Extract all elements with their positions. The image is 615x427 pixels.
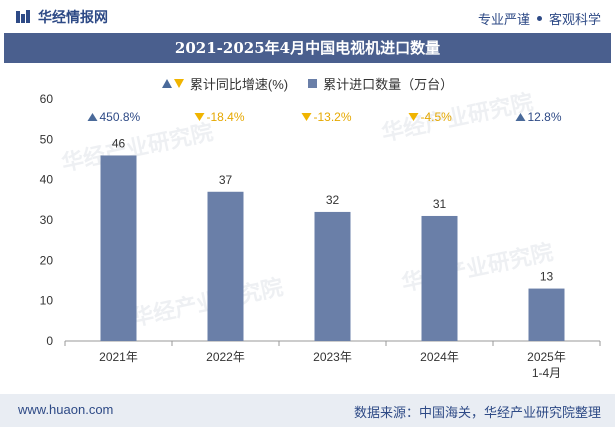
bar-value-label: 46 bbox=[112, 136, 126, 150]
growth-label: 12.8% bbox=[528, 110, 562, 124]
bar bbox=[100, 155, 137, 341]
slogan-dot-icon bbox=[536, 16, 542, 21]
top-bar: 华经情报网 专业严谨 客观科学 bbox=[0, 0, 615, 33]
y-tick-label: 0 bbox=[46, 334, 53, 348]
legend: 累计同比增速(%) 累计进口数量（万台） bbox=[0, 73, 615, 93]
legend-bar-swatch bbox=[308, 78, 318, 88]
triangle-up-icon bbox=[161, 78, 172, 88]
x-tick-label: 2023年 bbox=[313, 350, 352, 364]
footer-url[interactable]: www.huaon.com bbox=[18, 402, 114, 417]
growth-label: -4.5% bbox=[421, 110, 453, 124]
bar bbox=[528, 288, 565, 341]
brand: 华经情报网 bbox=[14, 7, 108, 27]
bar-chart: 0 10 20 30 40 50 60 46 2021年 450.8% 37 2022年 -18.4% 3… bbox=[40, 92, 601, 380]
footer: www.huaon.com 数据来源：中国海关，华经产业研究院整理 bbox=[0, 394, 615, 427]
y-tick-label: 60 bbox=[40, 92, 54, 106]
growth-down-icon bbox=[301, 113, 312, 121]
growth-label: 450.8% bbox=[100, 110, 141, 124]
x-tick-label: 2025年 bbox=[527, 350, 566, 364]
bar-value-label: 32 bbox=[326, 193, 340, 207]
slogan: 专业严谨 客观科学 bbox=[478, 9, 601, 28]
growth-up-icon bbox=[515, 113, 526, 121]
footer-source: 数据来源：中国海关，华经产业研究院整理 bbox=[353, 405, 601, 420]
x-tick-label: 1-4月 bbox=[532, 366, 561, 380]
growth-down-icon bbox=[408, 113, 419, 121]
y-tick-label: 10 bbox=[40, 294, 54, 308]
growth-label: -13.2% bbox=[314, 110, 352, 124]
growth-up-icon bbox=[87, 113, 98, 121]
x-tick-label: 2021年 bbox=[99, 350, 138, 364]
bar bbox=[421, 215, 458, 341]
slogan-right: 客观科学 bbox=[548, 12, 601, 27]
y-tick-label: 30 bbox=[40, 213, 54, 227]
growth-label: -18.4% bbox=[207, 110, 245, 124]
brand-logo-icon bbox=[16, 10, 30, 23]
bar-value-label: 13 bbox=[540, 270, 554, 284]
y-tick-label: 40 bbox=[40, 173, 54, 187]
growth-down-icon bbox=[194, 113, 205, 121]
brand-name: 华经情报网 bbox=[38, 9, 108, 25]
slogan-left: 专业严谨 bbox=[477, 12, 530, 27]
bar bbox=[207, 191, 244, 341]
legend-volume-label: 累计进口数量（万台） bbox=[323, 76, 454, 92]
x-tick-label: 2024年 bbox=[420, 350, 459, 364]
bar-value-label: 37 bbox=[219, 173, 233, 187]
chart-title: 2021-2025年4月中国电视机进口数量 bbox=[4, 33, 611, 63]
legend-volume: 累计进口数量（万台） bbox=[308, 74, 453, 93]
legend-growth: 累计同比增速(%) bbox=[161, 74, 289, 93]
bar-value-label: 31 bbox=[433, 197, 447, 211]
triangle-down-icon bbox=[173, 78, 184, 88]
y-tick-label: 50 bbox=[40, 132, 54, 146]
x-tick-label: 2022年 bbox=[206, 350, 245, 364]
legend-growth-label: 累计同比增速(%) bbox=[189, 76, 289, 92]
bar bbox=[314, 211, 351, 341]
y-tick-label: 20 bbox=[40, 253, 54, 267]
